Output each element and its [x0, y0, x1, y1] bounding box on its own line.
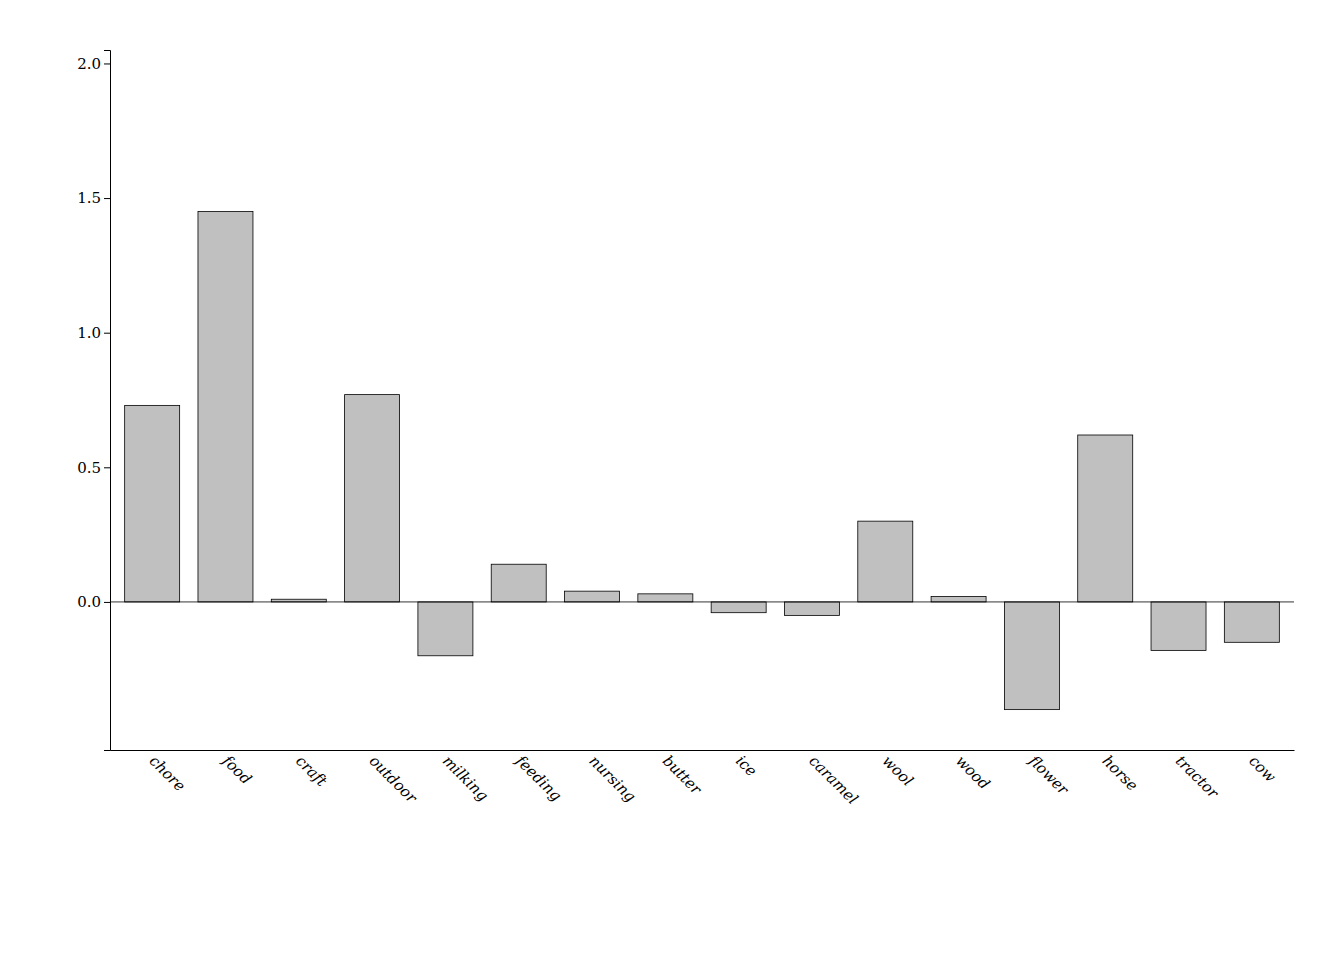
x-tick-label: tractor: [1172, 752, 1223, 803]
bar: [931, 597, 986, 602]
y-tick-label: 0.0: [77, 593, 101, 611]
x-tick: wood: [952, 750, 993, 793]
bar: [638, 594, 693, 602]
x-tick: wool: [879, 750, 917, 790]
x-tick-label: cow: [1245, 752, 1279, 786]
x-tick-label: outdoor: [366, 752, 421, 807]
y-tick-mark: [104, 333, 110, 334]
x-tick-label: feeding: [511, 751, 565, 805]
x-tick: craft: [292, 750, 331, 791]
y-tick: 1.0: [77, 324, 110, 342]
bar: [125, 405, 180, 602]
bar: [1224, 602, 1279, 642]
y-tick: 0.0: [77, 593, 110, 611]
y-tick-mark: [104, 198, 110, 199]
bar: [418, 602, 473, 656]
x-tick: cow: [1245, 750, 1279, 786]
bar: [858, 521, 913, 602]
y-tick: 0.5: [77, 459, 110, 477]
x-tick: horse: [1099, 750, 1142, 795]
x-tick-label: chore: [146, 752, 189, 795]
bar: [271, 599, 326, 602]
x-tick-label: wood: [952, 752, 993, 793]
bar: [1004, 602, 1059, 710]
x-tick: flower: [1025, 750, 1073, 799]
x-tick: chore: [146, 750, 189, 795]
x-axis: chore food craft outdoor milking feeding nursi…: [111, 750, 1295, 808]
x-tick: outdoor: [366, 750, 421, 807]
x-tick: ice: [732, 750, 760, 780]
bar: [491, 564, 546, 602]
x-tick-label: horse: [1099, 752, 1142, 795]
x-tick: feeding: [511, 750, 565, 805]
y-tick: 2.0: [77, 55, 110, 73]
x-axis-line: [111, 750, 1295, 751]
bar: [1151, 602, 1206, 650]
bar: [1078, 435, 1133, 602]
x-tick: nursing: [585, 750, 639, 806]
chart: 0.0 0.5 1.0 1.5 2.0 chore food craft outdoor milk…: [0, 0, 1344, 960]
bar: [345, 395, 400, 602]
x-tick-label: food: [218, 751, 255, 788]
x-tick: butter: [659, 750, 706, 799]
x-tick: tractor: [1172, 750, 1223, 802]
y-tick-label: 1.0: [77, 324, 101, 342]
y-tick-label: 0.5: [77, 459, 101, 477]
x-tick-label: caramel: [805, 752, 861, 808]
bar: [565, 591, 620, 602]
x-tick-label: wool: [879, 752, 917, 790]
bars: [125, 212, 1280, 710]
y-tick: 1.5: [77, 189, 110, 207]
x-tick: food: [218, 750, 255, 788]
x-tick-label: craft: [292, 752, 331, 791]
x-tick: caramel: [805, 750, 861, 808]
y-tick-label: 2.0: [77, 55, 101, 73]
bar: [784, 602, 839, 615]
plot: 0.0 0.5 1.0 1.5 2.0 chore food craft outdoor milk…: [77, 51, 1294, 809]
y-axis-line: [104, 51, 111, 751]
y-tick-mark: [104, 602, 110, 603]
zero-line: [110, 601, 1294, 602]
y-tick-mark: [104, 63, 110, 64]
bar: [198, 212, 253, 602]
bar: [711, 602, 766, 613]
y-tick-mark: [104, 467, 110, 468]
x-tick-label: ice: [732, 752, 760, 780]
x-tick-label: flower: [1025, 751, 1073, 799]
x-tick-label: butter: [659, 752, 706, 799]
x-tick: milking: [439, 750, 492, 805]
y-axis: 0.0 0.5 1.0 1.5 2.0: [77, 51, 110, 751]
x-tick-label: milking: [439, 752, 492, 805]
y-tick-label: 1.5: [77, 189, 101, 207]
x-tick-label: nursing: [585, 752, 639, 806]
